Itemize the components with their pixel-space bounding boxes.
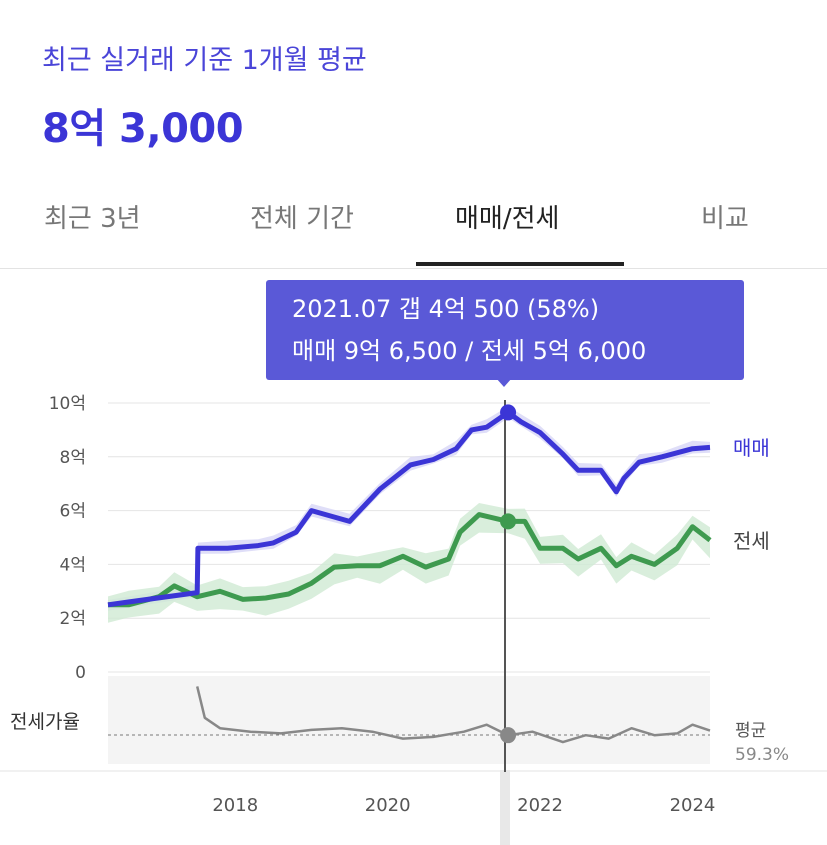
x-tick-label: 2018 xyxy=(212,795,258,816)
x-axis-labels: 2018 2020 2022 2024 xyxy=(212,795,715,816)
chart-grid xyxy=(108,402,710,673)
y-tick-label: 4억 xyxy=(60,555,86,575)
series-ratio-line xyxy=(195,686,711,744)
cursor-point-jeonse xyxy=(500,513,517,530)
chart-subtitle: 최근 실거래 기준 1개월 평균 xyxy=(42,45,367,76)
average-price: 8억 3,000 xyxy=(42,106,244,152)
jeonse-range-band xyxy=(108,503,710,623)
cursor-point-sale xyxy=(500,404,517,421)
tooltip-gap-line: 2021.07 갭 4억 500 (58%) xyxy=(292,295,600,323)
average-label: 평균 xyxy=(735,721,766,741)
tooltip-arrow xyxy=(496,378,512,387)
period-tabs: 최근 3년 전체 기간 매매/전세 비교 xyxy=(0,180,827,269)
series-jeonse-line xyxy=(108,512,712,608)
y-tick-label: 0 xyxy=(75,663,86,683)
x-tick-label: 2020 xyxy=(365,795,411,816)
series-layer xyxy=(107,404,712,744)
series-sale-line xyxy=(107,409,711,608)
price-chart[interactable]: 10억 8억 6억 4억 2억 0 매매 전세 전세가율 평균 59.3% 2018 202… xyxy=(0,268,827,845)
y-tick-label: 10억 xyxy=(49,394,86,414)
cursor-point-ratio xyxy=(500,727,517,744)
legend-sale: 매매 xyxy=(733,436,770,460)
tab-compare[interactable]: 비교 xyxy=(701,204,749,234)
active-tab-indicator xyxy=(416,262,624,266)
x-tick-label: 2022 xyxy=(517,795,563,816)
y-tick-label: 8억 xyxy=(60,448,86,468)
y-tick-label: 6억 xyxy=(60,502,86,522)
ratio-label: 전세가율 xyxy=(10,711,80,733)
legend-jeonse: 전세 xyxy=(733,529,770,553)
tooltip-price-line: 매매 9억 6,500 / 전세 5억 6,000 xyxy=(292,337,647,365)
chart-tooltip: 2021.07 갭 4억 500 (58%) 매매 9억 6,500 / 전세 … xyxy=(266,280,744,380)
cursor-shadow xyxy=(500,770,510,845)
y-tick-label: 2억 xyxy=(60,609,86,629)
x-tick-label: 2024 xyxy=(670,795,716,816)
tab-recent-3-years[interactable]: 최근 3년 xyxy=(44,204,141,234)
y-axis-labels: 10억 8억 6억 4억 2억 0 xyxy=(49,394,86,683)
tab-sale-jeonse[interactable]: 매매/전세 xyxy=(455,204,560,234)
average-value: 59.3% xyxy=(735,745,789,765)
tab-all-period[interactable]: 전체 기간 xyxy=(250,204,354,234)
